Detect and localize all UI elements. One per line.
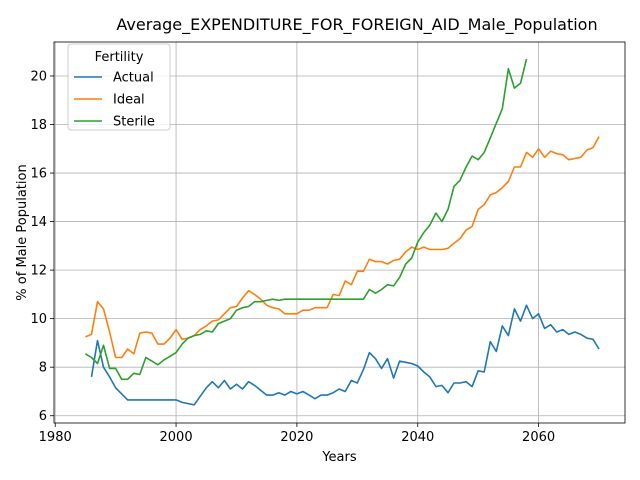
x-tick-label: 2000 — [160, 430, 193, 445]
x-tick-label: 2060 — [522, 430, 555, 445]
x-tick-label: 2020 — [280, 430, 313, 445]
series-line-actual — [90, 304, 600, 406]
x-tick-label: 2040 — [401, 430, 434, 445]
y-tick-label: 10 — [30, 312, 47, 327]
legend-label-actual: Actual — [113, 71, 154, 86]
x-axis-label: Years — [321, 450, 357, 465]
legend-box — [67, 43, 171, 131]
y-axis-ticks: 6 8 10 12 14 16 18 20 — [30, 69, 54, 424]
x-axis-ticks: 1980 2000 2020 2040 2060 — [39, 423, 555, 445]
y-tick-label: 20 — [30, 69, 47, 84]
x-tick-label: 1980 — [39, 430, 72, 445]
legend-label-ideal: Ideal — [113, 93, 145, 108]
legend-label-sterile: Sterile — [113, 115, 155, 130]
legend: Fertility Actual Ideal Sterile — [67, 43, 171, 131]
y-tick-label: 8 — [39, 361, 47, 376]
y-tick-label: 12 — [30, 264, 47, 279]
series-line-sterile — [84, 58, 528, 381]
series-line-ideal — [85, 136, 600, 359]
y-tick-label: 16 — [30, 167, 47, 182]
y-tick-label: 14 — [30, 215, 47, 230]
legend-title: Fertility — [95, 50, 144, 65]
plot-frame — [53, 41, 626, 424]
y-axis-label: % of Male Population — [15, 164, 30, 300]
series-lines — [84, 58, 600, 406]
y-tick-label: 18 — [30, 118, 47, 133]
legend-items: Actual Ideal Sterile — [74, 71, 155, 130]
y-tick-label: 6 — [39, 409, 47, 424]
chart-title: Average_EXPENDITURE_FOR_FOREIGN_AID_Male… — [116, 15, 597, 35]
